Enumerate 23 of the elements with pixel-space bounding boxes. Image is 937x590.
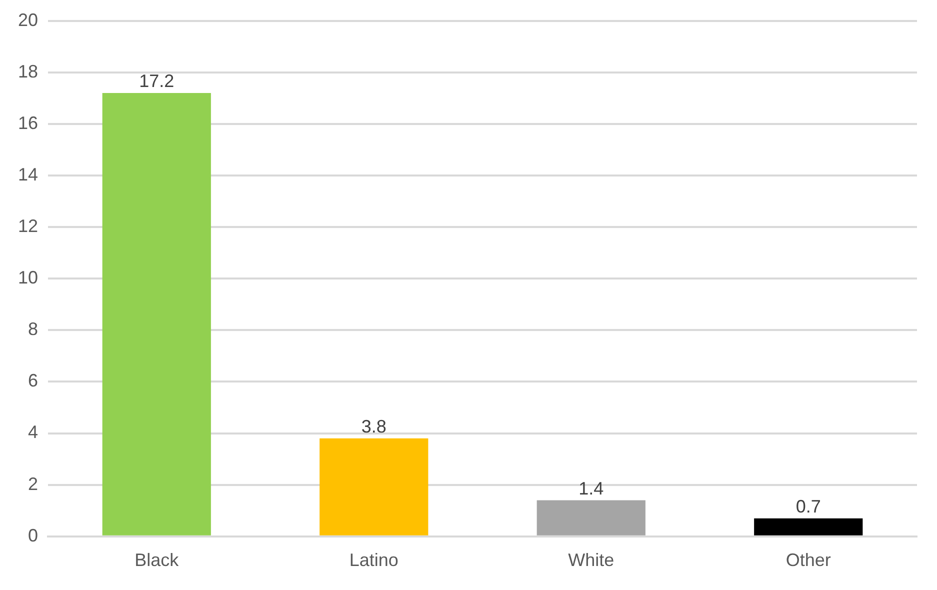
y-tick-label: 16	[18, 112, 38, 133]
y-tick-label: 8	[28, 319, 38, 340]
data-label: 3.8	[361, 416, 386, 436]
x-tick-label: Other	[786, 550, 831, 570]
bar	[536, 500, 646, 536]
bar	[754, 518, 863, 536]
y-tick-label: 2	[28, 474, 38, 494]
data-label: 1.4	[578, 478, 604, 498]
x-tick-label: White	[568, 550, 614, 570]
data-label: 17.2	[139, 70, 174, 91]
bar	[320, 438, 428, 536]
bar	[102, 92, 211, 536]
x-tick-label: Black	[134, 550, 180, 570]
y-tick-label: 10	[18, 268, 38, 288]
x-tick-label: Latino	[349, 550, 398, 570]
y-tick-label: 4	[28, 422, 38, 442]
y-tick-label: 14	[18, 164, 38, 184]
y-tick-label: 6	[28, 370, 38, 391]
y-tick-label: 0	[28, 525, 38, 546]
y-tick-label: 20	[18, 10, 38, 30]
y-tick-label: 18	[18, 61, 38, 82]
y-tick-label: 12	[18, 216, 38, 236]
data-label: 0.7	[796, 496, 821, 516]
